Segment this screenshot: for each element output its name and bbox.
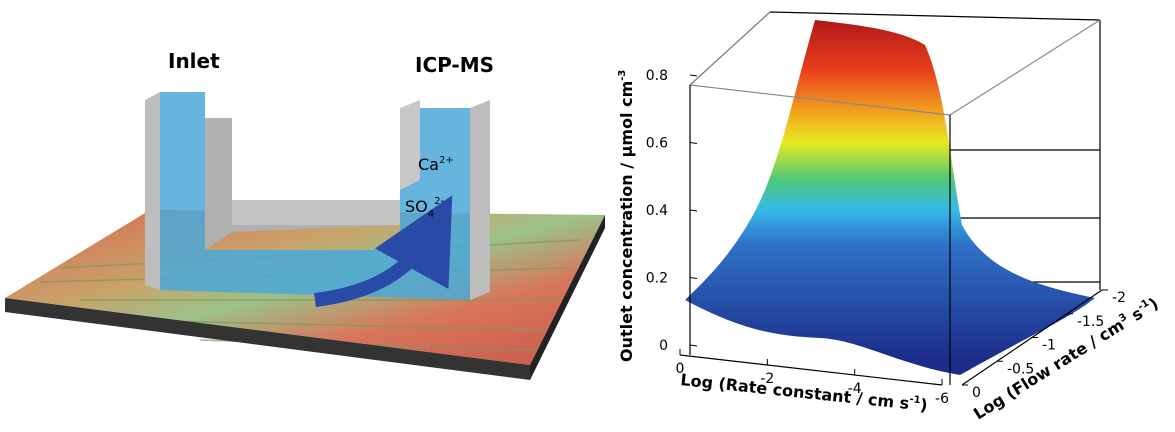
x-axis-label: Log (Rate constant / cm s-1) bbox=[680, 370, 929, 415]
axis-text: Log (Rate constant / cm s bbox=[680, 370, 911, 413]
y-tick-label: -1 bbox=[1042, 338, 1056, 354]
axis-sup: -3 bbox=[617, 70, 628, 81]
inlet-label: Inlet bbox=[168, 49, 220, 73]
z-tick bbox=[690, 210, 697, 211]
z-tick-label: 0.2 bbox=[646, 271, 668, 287]
ion-sup: 2- bbox=[434, 196, 444, 207]
z-tick-label: 0.6 bbox=[646, 136, 668, 152]
axis-text: Outlet concentration / µmol cm bbox=[617, 81, 636, 362]
z-tick bbox=[690, 345, 697, 346]
z-tick bbox=[690, 75, 697, 76]
z-tick bbox=[690, 278, 697, 279]
page: Inlet ICP-MS Ca2+ SO42- 0 0.2 0.4 0.6 0.8 0 -2… bbox=[0, 0, 1175, 432]
ion-base: Ca bbox=[418, 155, 439, 174]
y-tick-label: 0 bbox=[972, 385, 981, 401]
z-tick-label: 0 bbox=[659, 338, 668, 354]
ion-sub: 4 bbox=[428, 209, 434, 220]
outlet-label: ICP-MS bbox=[415, 53, 494, 77]
y-tick-label: -2 bbox=[1112, 290, 1126, 306]
axis-text: ) bbox=[919, 395, 928, 415]
figure: Inlet ICP-MS Ca2+ SO42- 0 0.2 0.4 0.6 0.8 0 -2… bbox=[0, 0, 1175, 432]
x-tick-label: -6 bbox=[935, 391, 949, 407]
substrate bbox=[5, 210, 605, 380]
z-axis-label: Outlet concentration / µmol cm-3 bbox=[617, 70, 636, 362]
z-tick-label: 0.4 bbox=[646, 203, 668, 219]
z-tick bbox=[690, 143, 697, 144]
surface bbox=[685, 20, 1095, 375]
z-tick-label: 0.8 bbox=[646, 68, 668, 84]
ion-sup: 2+ bbox=[439, 155, 454, 166]
ion-base: SO bbox=[405, 197, 428, 216]
